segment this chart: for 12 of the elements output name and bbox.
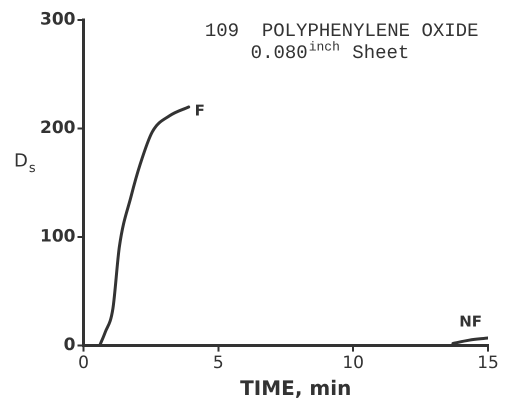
y-tick-label: 100 bbox=[40, 226, 76, 247]
series-label: F bbox=[194, 101, 205, 120]
y-tick-label: 200 bbox=[40, 118, 76, 138]
y-tick-label: 300 bbox=[40, 10, 76, 30]
x-tick-label: 0 bbox=[78, 353, 89, 374]
y-tick-label: 0 bbox=[64, 335, 76, 356]
x-axis-title: TIME, min bbox=[240, 376, 352, 400]
x-tick-label: 5 bbox=[212, 353, 224, 374]
chart-title: 109 POLYPHENYLENE OXIDE bbox=[204, 20, 478, 42]
x-tick-label: 10 bbox=[342, 353, 364, 374]
series-label: NF bbox=[459, 312, 482, 330]
x-tick-label: 15 bbox=[477, 353, 499, 374]
